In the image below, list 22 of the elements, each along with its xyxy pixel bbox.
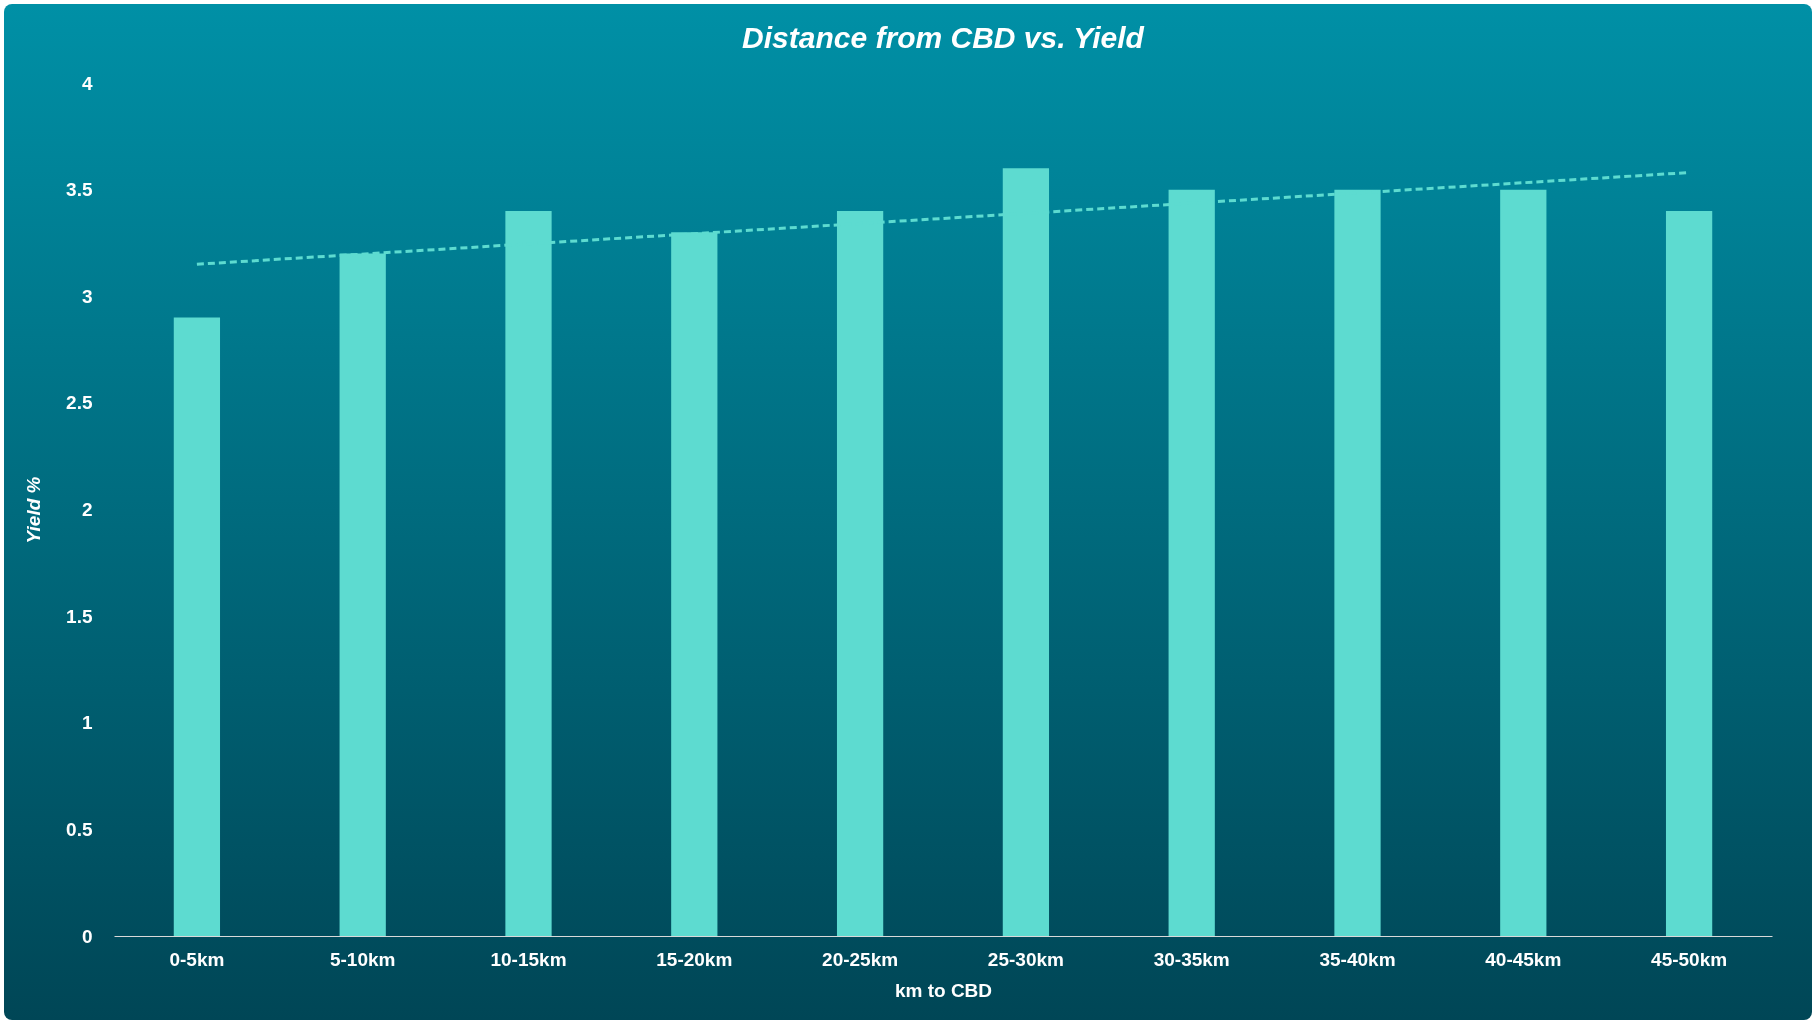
x-tick-label: 25-30km: [987, 948, 1064, 970]
y-tick-label: 2.5: [66, 392, 93, 414]
y-tick-label: 0.5: [66, 818, 93, 840]
y-tick-label: 1: [81, 712, 93, 734]
x-tick-label: 45-50km: [1651, 948, 1728, 970]
x-tick-label: 0-5km: [169, 948, 225, 970]
x-tick-label: 15-20km: [656, 948, 733, 970]
y-tick-label: 3: [81, 285, 93, 307]
x-tick-label: 35-40km: [1319, 948, 1396, 970]
x-tick-label: 20-25km: [822, 948, 899, 970]
y-tick-label: 4: [81, 72, 93, 94]
y-tick-label: 1.5: [66, 605, 93, 627]
x-axis-title: km to CBD: [894, 979, 993, 1001]
y-tick-label: 2: [81, 499, 93, 520]
y-tick-label: 3.5: [66, 179, 93, 201]
y-tick-label: 0: [81, 925, 93, 947]
x-tick-label: 30-35km: [1153, 948, 1230, 970]
x-tick-label: 10-15km: [490, 948, 567, 970]
chart-title: Distance from CBD vs. Yield: [742, 21, 1145, 54]
x-tick-label: 40-45km: [1485, 948, 1562, 970]
y-axis-title: Yield %: [23, 476, 45, 544]
x-tick-label: 5-10km: [329, 948, 396, 970]
